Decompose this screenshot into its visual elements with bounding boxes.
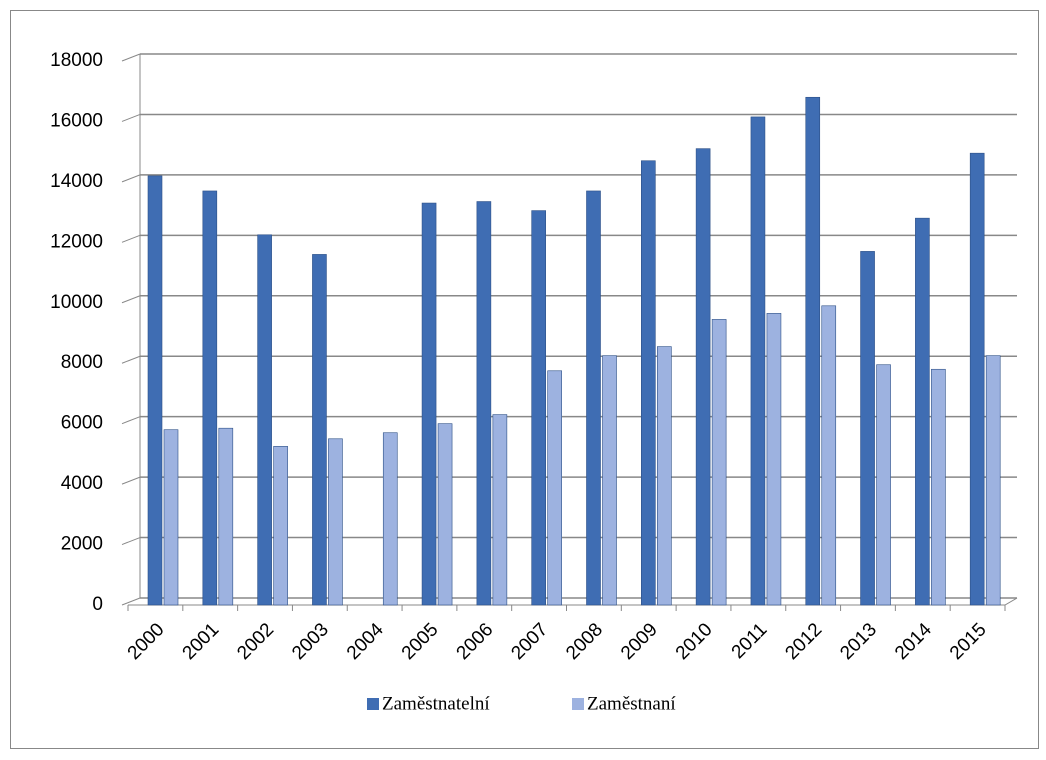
y-tick-label: 12000 [50,231,103,252]
legend: Zaměstnatelní Zaměstnaní [367,693,676,714]
bar [531,210,546,606]
legend-swatch [572,698,584,710]
bar [766,313,782,606]
y-tick [121,537,141,546]
legend-label: Zaměstnatelní [382,693,490,714]
bar [547,370,562,606]
bar [476,201,492,606]
bar [915,217,930,606]
bar [657,346,672,606]
bar [328,438,343,606]
bar [382,432,398,606]
y-tick [121,113,141,122]
bar [805,96,821,606]
bar [163,429,179,606]
y-tick-label: 2000 [61,534,103,555]
y-tick-label: 4000 [61,473,103,494]
bar [985,355,1001,606]
y-tick-label: 0 [92,594,103,615]
bar [147,175,163,606]
bar [257,234,272,606]
bar [821,305,837,606]
bar [711,319,727,606]
y-tick-label: 6000 [61,413,103,434]
bar [695,148,711,606]
y-tick [121,476,141,485]
y-tick [121,234,141,243]
y-tick [121,295,141,304]
bar [586,190,601,606]
bar [931,368,946,606]
bar [876,364,891,606]
bar [421,202,437,606]
bar [641,160,656,606]
bar [750,116,766,606]
bar [602,355,617,606]
y-tick-label: 10000 [50,292,103,313]
y-tick-label: 14000 [50,171,103,192]
y-tick-label: 8000 [61,352,103,373]
y-tick [121,174,141,183]
bar [312,254,327,606]
legend-label: Zaměstnaní [587,693,676,714]
bar [202,190,218,606]
legend-swatch [367,698,379,710]
y-tick [121,53,141,62]
bar [492,414,508,606]
y-tick [121,597,141,606]
bar [437,423,453,606]
bar [218,427,234,606]
y-tick-label: 18000 [50,50,103,71]
y-tick [121,355,141,364]
bar [860,251,875,606]
bar [969,152,985,606]
y-tick [121,416,141,425]
bar [273,446,288,606]
y-tick-label: 16000 [50,110,103,131]
